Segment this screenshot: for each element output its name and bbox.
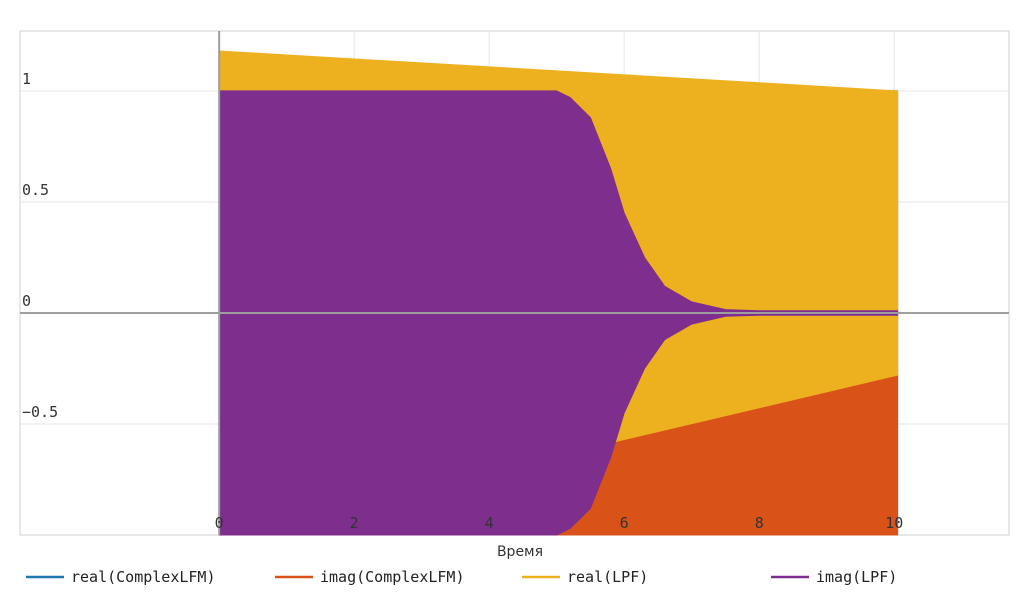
x-tick-label: 2 (350, 514, 359, 532)
axes (20, 31, 1009, 535)
legend-label: imag(LPF) (816, 568, 897, 586)
x-tick-label: 4 (485, 514, 494, 532)
tick-labels: 0 2 4 6 8 10 1 0.5 0 −0.5 (22, 70, 903, 532)
y-tick-label: 0.5 (22, 181, 49, 199)
y-tick-label: 1 (22, 70, 31, 88)
x-tick-label: 10 (885, 514, 903, 532)
series-layer (218, 50, 899, 536)
legend-label: real(ComplexLFM) (71, 568, 216, 586)
y-tick-label: 0 (22, 292, 31, 310)
legend-label: real(LPF) (567, 568, 648, 586)
x-tick-label: 8 (755, 514, 764, 532)
x-axis-label: Время (497, 544, 543, 560)
legend: real(ComplexLFM) imag(ComplexLFM) real(LPF… (26, 568, 897, 586)
legend-label: imag(ComplexLFM) (320, 568, 465, 586)
x-tick-label: 0 (215, 514, 224, 532)
y-tick-label: −0.5 (22, 403, 58, 421)
x-tick-label: 6 (620, 514, 629, 532)
